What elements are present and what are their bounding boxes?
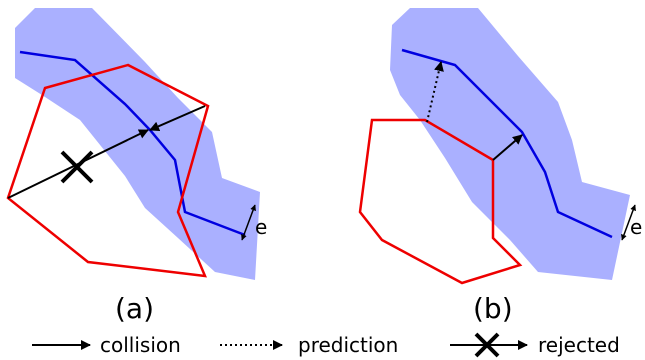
width-arrow-b [621, 204, 636, 241]
legend-collision-label: collision [100, 333, 181, 357]
legend-rejected-label: rejected [538, 333, 620, 357]
legend-rejected: rejected [450, 332, 620, 358]
collision-arrow-a [149, 105, 206, 131]
corridor-band-a [15, 8, 260, 280]
reject-cross-icon [60, 150, 94, 184]
obstacle-polygon-b [358, 118, 523, 285]
legend-reject-cross-icon [474, 332, 500, 358]
obstacle-polygon-a [6, 63, 210, 278]
panel-caption-b: (b) [473, 292, 513, 325]
legend-prediction-label: prediction [298, 333, 398, 357]
panel-a: e (a) [6, 8, 267, 325]
robot-path-b [401, 48, 613, 239]
width-arrow-a [241, 204, 256, 241]
legend-collision: collision [32, 333, 181, 357]
panel-caption-a: (a) [115, 292, 154, 325]
legend-prediction: prediction [220, 333, 398, 357]
width-label-a: e [255, 215, 267, 239]
panel-b: e (b) [358, 8, 642, 325]
prediction-arrow-b [426, 61, 444, 123]
legend: collision prediction rejected [32, 332, 620, 358]
corridor-band-b [390, 8, 630, 280]
collision-arrow-b [492, 134, 523, 161]
width-label-b: e [630, 215, 642, 239]
